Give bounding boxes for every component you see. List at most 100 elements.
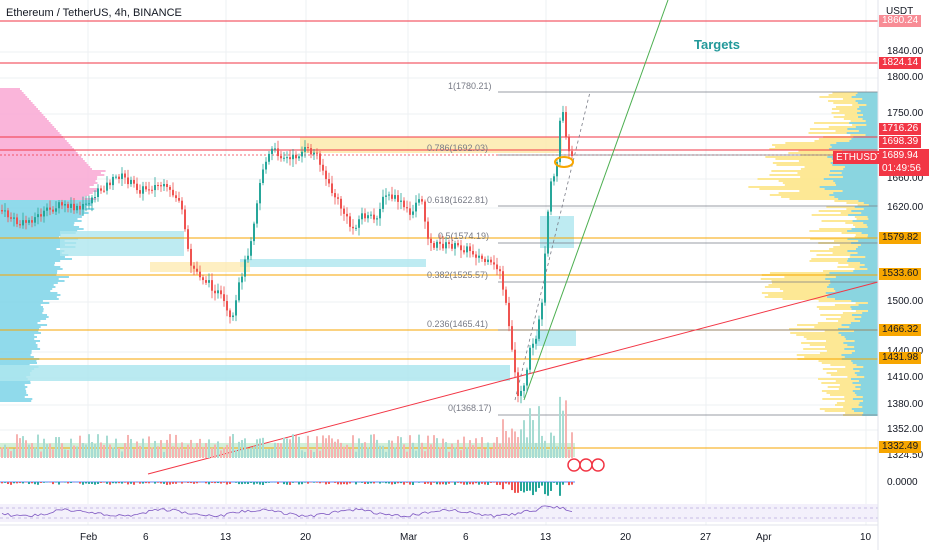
profile-bin — [0, 394, 29, 396]
candle-body — [37, 214, 39, 218]
candle-body — [472, 251, 474, 255]
profile-bin — [0, 284, 54, 286]
profile-bin — [0, 188, 98, 190]
macd-bar — [256, 482, 258, 484]
profile-bin — [836, 184, 878, 186]
profile-bin — [827, 386, 878, 388]
profile-bin — [776, 164, 878, 166]
macd-bar — [568, 482, 570, 486]
current-price-tag: 1689.94 01:49:56 — [879, 149, 929, 176]
candle-body — [292, 154, 294, 160]
volume-bar — [442, 438, 444, 458]
macd-bar — [169, 482, 171, 485]
profile-bin — [866, 224, 878, 226]
profile-bin — [0, 128, 56, 130]
candle-body — [409, 208, 411, 215]
macd-bar — [439, 482, 441, 485]
volume-bar — [472, 445, 474, 458]
profile-bin — [844, 348, 878, 350]
profile-bin — [863, 202, 878, 204]
profile-bin — [0, 96, 28, 98]
profile-bin — [851, 352, 878, 354]
candle-body — [4, 210, 6, 212]
profile-bin — [804, 166, 878, 168]
profile-bin — [0, 104, 35, 106]
volume-bar — [376, 439, 378, 458]
profile-bin — [860, 384, 878, 386]
profile-bin — [845, 222, 878, 224]
profile-bin — [0, 178, 97, 180]
macd-bar — [328, 482, 330, 484]
symbol-header[interactable]: Ethereum / TetherUS, 4h, BINANCE — [6, 7, 182, 19]
profile-bin — [847, 260, 878, 262]
macd-bar — [355, 482, 357, 485]
volume-bar — [22, 436, 24, 458]
volume-bar — [403, 444, 405, 458]
profile-bin — [0, 164, 89, 166]
profile-bin — [0, 332, 41, 334]
profile-bin — [769, 194, 878, 196]
profile-bin — [0, 202, 92, 204]
profile-bin — [0, 256, 65, 258]
current-price: 1689.94 — [882, 150, 919, 161]
fib-label: 0.236(1465.41) — [427, 319, 489, 329]
candle-body — [1, 210, 3, 212]
volume-bar — [139, 445, 141, 458]
profile-bin — [839, 244, 878, 246]
volume-bar — [355, 451, 357, 458]
candle-body — [541, 302, 543, 320]
volume-bar — [445, 442, 447, 458]
profile-bin — [851, 360, 878, 362]
volume-bar — [286, 438, 288, 458]
volume-bar — [73, 445, 75, 458]
candle-body — [28, 220, 30, 223]
volume-bar — [268, 448, 270, 458]
macd-bar — [541, 482, 543, 486]
volume-bar — [253, 446, 255, 458]
candle-body — [124, 173, 126, 178]
macd-bar — [316, 482, 318, 483]
profile-bin — [0, 398, 33, 400]
macd-bar — [361, 482, 363, 483]
macd-bar — [67, 482, 69, 484]
volume-bar — [211, 447, 213, 458]
macd-bar — [34, 482, 36, 485]
price-tick: 1410.00 — [887, 372, 924, 383]
profile-bin — [809, 128, 878, 130]
macd-bar — [559, 482, 561, 496]
macd-bar — [97, 482, 99, 484]
profile-bin — [868, 204, 878, 206]
macd-bar — [250, 482, 252, 483]
volume-bar — [172, 446, 174, 458]
profile-bin — [857, 246, 878, 248]
profile-bin — [789, 198, 878, 200]
profile-bin — [796, 354, 878, 356]
candle-body — [475, 254, 477, 258]
profile-bin — [866, 104, 878, 106]
macd-bar — [460, 482, 462, 484]
event-flag-icons[interactable] — [567, 458, 605, 472]
profile-bin — [769, 148, 878, 150]
candle-body — [169, 186, 171, 190]
macd-bar — [166, 482, 168, 485]
profile-bin — [0, 352, 32, 354]
profile-bin — [843, 406, 878, 408]
macd-bar — [220, 482, 222, 484]
profile-bin — [779, 288, 878, 290]
volume-bar — [100, 442, 102, 458]
profile-bin — [838, 262, 878, 264]
volume-bar — [343, 446, 345, 458]
profile-bin — [784, 276, 878, 278]
volume-bar — [196, 443, 198, 458]
profile-bin — [860, 320, 878, 322]
volume-bar — [235, 449, 237, 458]
profile-bin — [835, 380, 878, 382]
profile-bin — [841, 232, 878, 234]
profile-bin — [865, 134, 878, 136]
volume-bar — [532, 420, 534, 458]
profile-bin — [854, 318, 878, 320]
current-symbol-tag: ETHUSDT — [833, 151, 887, 164]
profile-bin — [771, 170, 878, 172]
macd-bar — [553, 482, 555, 483]
